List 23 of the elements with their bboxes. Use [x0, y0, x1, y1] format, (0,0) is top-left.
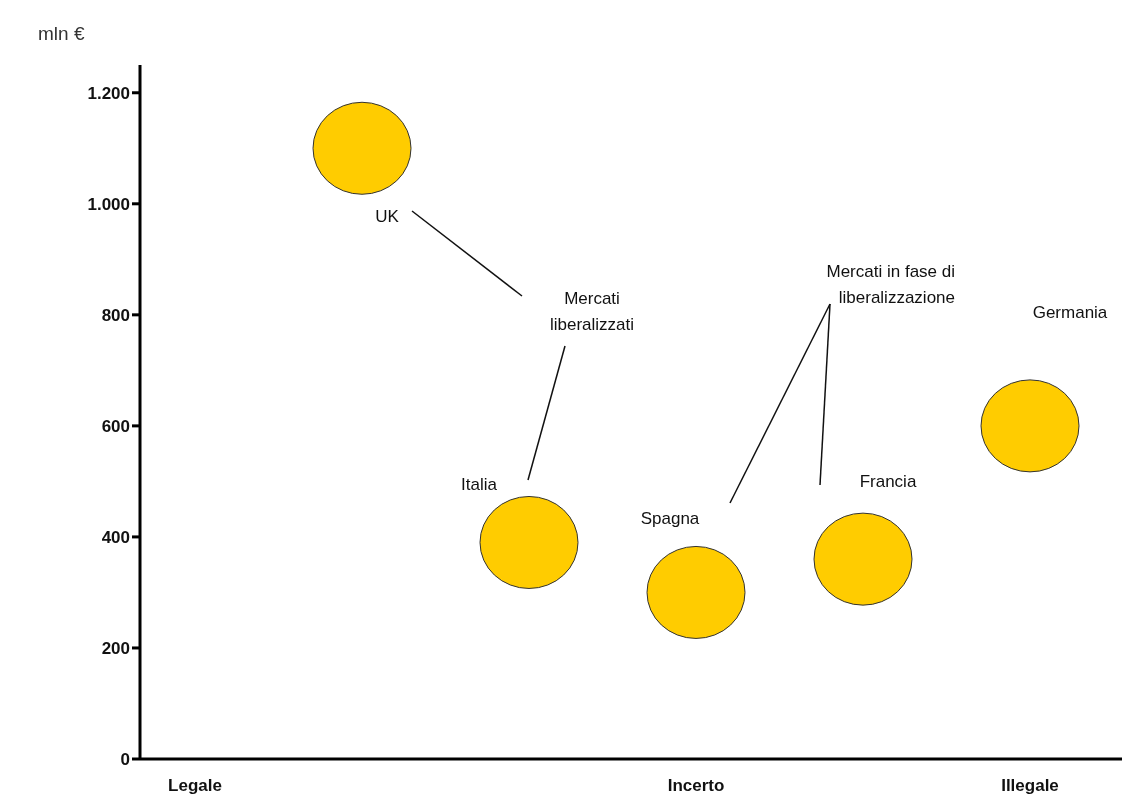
annotation: Italia: [461, 475, 498, 495]
annotation: Francia: [859, 472, 917, 492]
y-tick-label: 600: [101, 416, 130, 436]
y-tick-label: 800: [101, 305, 130, 325]
annotation: Germania: [1032, 302, 1108, 322]
x-tick-label: Incerto: [667, 776, 725, 796]
annotation: Spagna: [640, 509, 700, 529]
point: [813, 512, 913, 606]
annotation: Mercati liberalizzati: [549, 289, 635, 334]
y-tick-label: 1.000: [87, 194, 130, 214]
x-tick-label: Illegale: [1001, 776, 1059, 796]
point: [980, 379, 1080, 473]
x-tick-label: Legale: [168, 776, 222, 796]
y-tick-label: 400: [101, 527, 130, 547]
annotation: UK: [375, 207, 400, 227]
point: [312, 101, 412, 195]
annotation: Mercati in fase di liberalizzazione: [826, 262, 955, 307]
y-tick-label: 200: [101, 638, 130, 658]
y-tick-label: 0: [120, 750, 130, 770]
point: [646, 545, 746, 639]
y-axis-title: mln €: [38, 23, 85, 44]
y-tick-label: 1.200: [87, 83, 130, 103]
point: [479, 495, 579, 589]
